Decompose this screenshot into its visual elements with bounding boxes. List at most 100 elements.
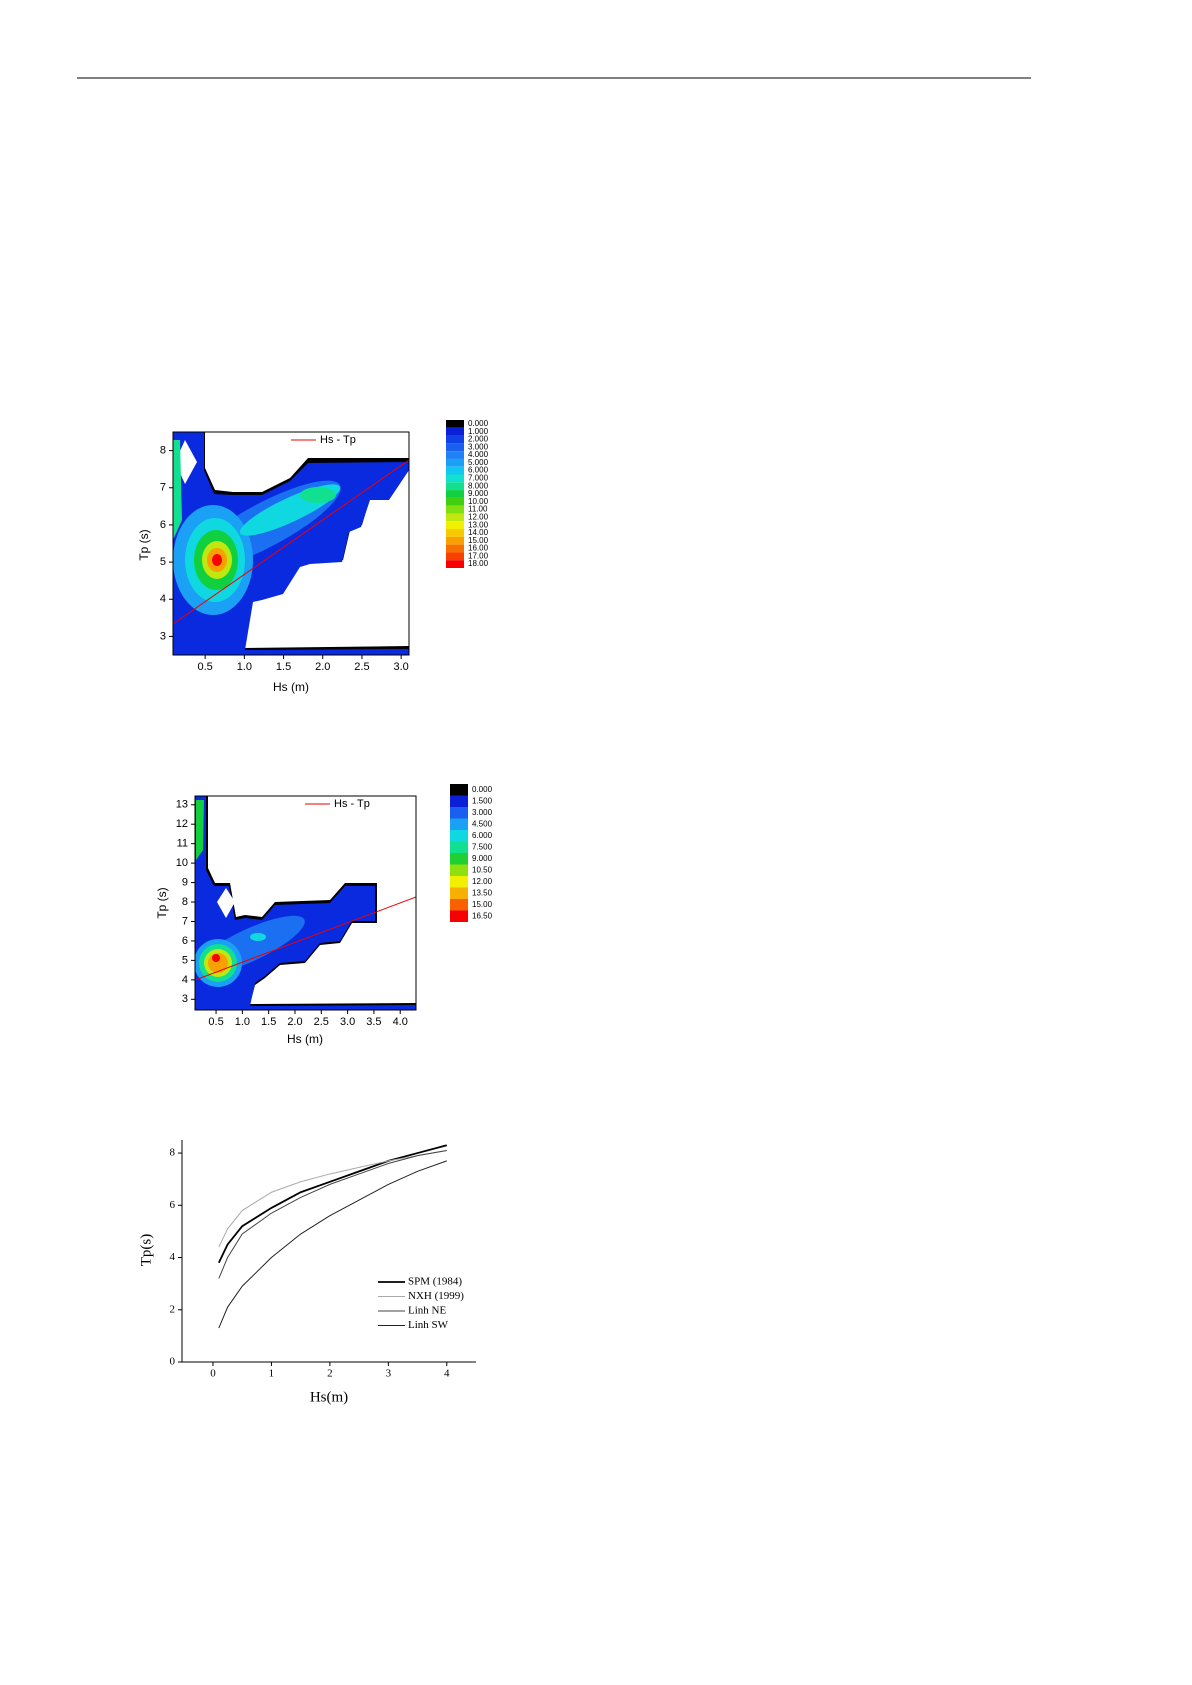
colorbar-box <box>446 435 464 444</box>
x-tick-label: 3.0 <box>340 1016 355 1028</box>
colorbar-label: 10.50 <box>472 865 493 874</box>
colorbar-box <box>446 474 464 483</box>
series-line <box>218 1149 447 1279</box>
colorbar-label: 15.00 <box>472 900 493 909</box>
colorbar-box <box>446 482 464 491</box>
x-axis-label: Hs(m) <box>310 1389 348 1405</box>
y-axis-label: Tp (s) <box>137 529 151 560</box>
colorbar-label: 5.000 <box>468 458 489 467</box>
colorbar-label: 7.500 <box>472 842 493 851</box>
colorbar-box <box>450 910 468 922</box>
x-tick-label: 1.0 <box>235 1016 250 1028</box>
colorbar-label: 9.000 <box>468 489 489 498</box>
y-tick-label: 5 <box>182 954 188 966</box>
colorbar-box <box>446 497 464 506</box>
y-tick-label: 3 <box>182 993 188 1005</box>
series-line <box>218 1144 448 1264</box>
x-tick-label: 3.5 <box>366 1016 381 1028</box>
colorbar-box <box>450 795 468 807</box>
x-tick-label: 2.5 <box>314 1016 329 1028</box>
plot-frame <box>172 431 410 656</box>
colorbar-box <box>446 536 464 545</box>
y-tick-label: 10 <box>176 857 188 869</box>
colorbar-box <box>446 420 464 428</box>
colorbar-box <box>446 451 464 459</box>
colorbar-box <box>450 784 468 796</box>
colorbar-label: 1.000 <box>468 427 489 436</box>
colorbar-box <box>446 560 464 568</box>
y-tick-label: 8 <box>182 896 188 908</box>
colorbar-box <box>450 864 468 876</box>
colorbar-box <box>446 466 464 475</box>
colorbar-label: 4.500 <box>472 819 493 828</box>
colorbar-label: 6.000 <box>472 831 493 840</box>
x-tick-label: 4 <box>444 1368 450 1380</box>
colorbar-label: 18.00 <box>468 559 489 568</box>
y-axis-label: Tp(s) <box>138 1234 154 1267</box>
x-tick-label: 3.0 <box>394 661 409 673</box>
legend-label: Linh NE <box>408 1305 446 1317</box>
colorbar-box <box>446 490 464 498</box>
y-tick-label: 9 <box>182 876 188 888</box>
legend-label: SPM (1984) <box>408 1276 462 1288</box>
y-tick-label: 4 <box>170 1251 176 1263</box>
contour-fill <box>195 796 416 1010</box>
colorbar-box <box>446 458 464 467</box>
x-tick-label: 1.0 <box>237 661 252 673</box>
colorbar: 0.0001.0002.0003.0004.0005.0006.0007.000… <box>446 419 489 568</box>
colorbar-label: 17.00 <box>468 551 489 560</box>
y-tick-label: 12 <box>176 818 188 830</box>
colorbar-label: 13.50 <box>472 888 493 897</box>
x-tick-label: 0.5 <box>208 1016 223 1028</box>
y-tick-label: 5 <box>160 556 166 568</box>
colorbar-label: 12.00 <box>468 512 489 521</box>
colorbar-box <box>446 427 464 436</box>
y-axis-label: Tp (s) <box>155 887 169 918</box>
colorbar-label: 15.00 <box>468 536 489 545</box>
y-tick-label: 7 <box>160 482 166 494</box>
colorbar-box <box>450 830 468 842</box>
y-tick-label: 6 <box>170 1199 176 1211</box>
y-tick-label: 0 <box>170 1356 176 1368</box>
series-line <box>218 1149 447 1248</box>
colorbar-label: 10.00 <box>468 497 489 506</box>
y-tick-label: 6 <box>160 519 166 531</box>
x-tick-label: 2.0 <box>287 1016 302 1028</box>
colorbar-box <box>446 529 464 537</box>
colorbar-box <box>450 887 468 899</box>
y-tick-label: 13 <box>176 799 188 811</box>
y-tick-label: 2 <box>170 1303 176 1315</box>
colorbar-label: 7.000 <box>468 474 489 483</box>
x-tick-label: 1 <box>269 1368 275 1380</box>
x-tick-label: 3 <box>386 1368 392 1380</box>
legend-label: Linh SW <box>408 1319 449 1331</box>
x-tick-label: 1.5 <box>276 661 291 673</box>
x-axis-label: Hs (m) <box>287 1032 323 1046</box>
legend-label: Hs - Tp <box>320 434 356 446</box>
colorbar-label: 8.000 <box>468 481 489 490</box>
colorbar-box <box>450 818 468 830</box>
colorbar-box <box>450 899 468 911</box>
x-tick-label: 2.0 <box>315 661 330 673</box>
contour-fill <box>173 432 409 655</box>
colorbar-label: 13.00 <box>468 520 489 529</box>
plot-frame <box>194 795 417 1011</box>
x-tick-label: 0.5 <box>197 661 212 673</box>
y-tick-label: 3 <box>160 630 166 642</box>
colorbar-label: 12.00 <box>472 877 493 886</box>
y-tick-label: 11 <box>177 838 188 850</box>
y-tick-label: 6 <box>182 935 188 947</box>
y-tick-label: 8 <box>160 444 166 456</box>
colorbar-label: 3.000 <box>472 808 493 817</box>
colorbar-box <box>450 853 468 865</box>
colorbar-box <box>446 443 464 452</box>
y-tick-label: 7 <box>182 915 188 927</box>
colorbar-box <box>450 841 468 853</box>
series-line <box>218 1160 447 1329</box>
colorbar-label: 0.000 <box>472 785 493 794</box>
colorbar-box <box>450 807 468 819</box>
colorbar-box <box>446 521 464 530</box>
colorbar-box <box>446 505 464 514</box>
colorbar-label: 2.000 <box>468 435 489 444</box>
